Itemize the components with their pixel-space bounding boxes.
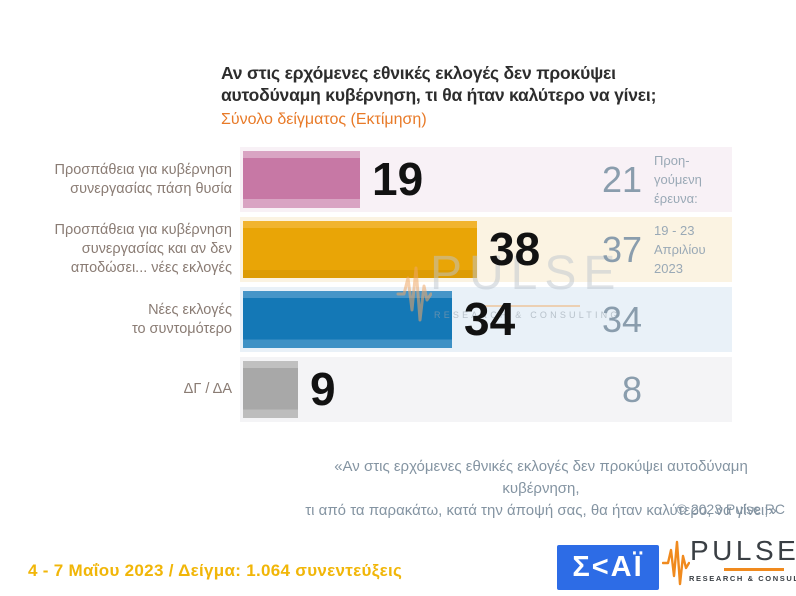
copyright: © 2023 Pulse RC bbox=[676, 501, 785, 517]
category-label: ΔΓ / ΔΑ bbox=[183, 381, 232, 397]
row-band: 19 21 Προη- γούμενη έρευνα: bbox=[240, 147, 732, 212]
pulse-logo-underline bbox=[724, 568, 784, 571]
value-label: 34 bbox=[464, 293, 516, 345]
bar bbox=[243, 361, 298, 418]
page-title: Αν στις ερχόμενες εθνικές εκλογές δεν πρ… bbox=[221, 63, 657, 105]
row-band: 38 37 19 - 23 Απριλίου 2023 bbox=[240, 217, 732, 282]
skai-logo-text: Σ<ΑΪ bbox=[572, 551, 644, 583]
prev-survey-note: Προη- γούμενη έρευνα: bbox=[654, 153, 702, 206]
bar bbox=[243, 221, 477, 278]
prev-value: 34 bbox=[601, 298, 642, 340]
pulse-logo: PULSE RESEARCH & CONSULTING bbox=[662, 535, 796, 592]
pulse-logo-subtext: RESEARCH & CONSULTING bbox=[689, 574, 796, 583]
prev-value: 21 bbox=[601, 158, 642, 200]
prev-value: 8 bbox=[621, 368, 642, 410]
pulse-logo-text: PULSE bbox=[690, 535, 796, 566]
value-label: 19 bbox=[372, 153, 424, 205]
chart-row: ΔΓ / ΔΑ 9 8 bbox=[0, 357, 796, 422]
chart-row: Νέες εκλογές το συντομότερο 34 34 bbox=[0, 287, 796, 352]
row-band: 34 34 bbox=[240, 287, 732, 352]
value-label: 9 bbox=[310, 363, 336, 415]
prev-value: 37 bbox=[601, 228, 642, 270]
chart-row: Προσπάθεια για κυβέρνηση συνεργασίας πάσ… bbox=[0, 147, 796, 212]
page-subtitle: Σύνολο δείγματος (Εκτίμηση) bbox=[221, 111, 427, 128]
question-quote: «Αν στις ερχόμενες εθνικές εκλογές δεν π… bbox=[305, 458, 777, 519]
fieldwork-sample-info: 4 - 7 Μαΐου 2023 / Δείγμα: 1.064 συνεντε… bbox=[28, 561, 403, 580]
bar bbox=[243, 151, 360, 208]
bar bbox=[243, 291, 452, 348]
category-label: Προσπάθεια για κυβέρνηση συνεργασίας και… bbox=[54, 222, 232, 276]
chart-row: Προσπάθεια για κυβέρνηση συνεργασίας και… bbox=[0, 217, 796, 282]
category-label: Προσπάθεια για κυβέρνηση συνεργασίας πάσ… bbox=[54, 161, 232, 197]
row-band: 9 8 bbox=[240, 357, 732, 422]
skai-logo: Σ<ΑΪ bbox=[557, 545, 659, 590]
pulse-waveform-icon bbox=[662, 540, 690, 586]
category-label: Νέες εκλογές το συντομότερο bbox=[131, 301, 232, 337]
value-label: 38 bbox=[489, 223, 541, 275]
prev-survey-date: 19 - 23 Απριλίου 2023 bbox=[654, 223, 706, 276]
